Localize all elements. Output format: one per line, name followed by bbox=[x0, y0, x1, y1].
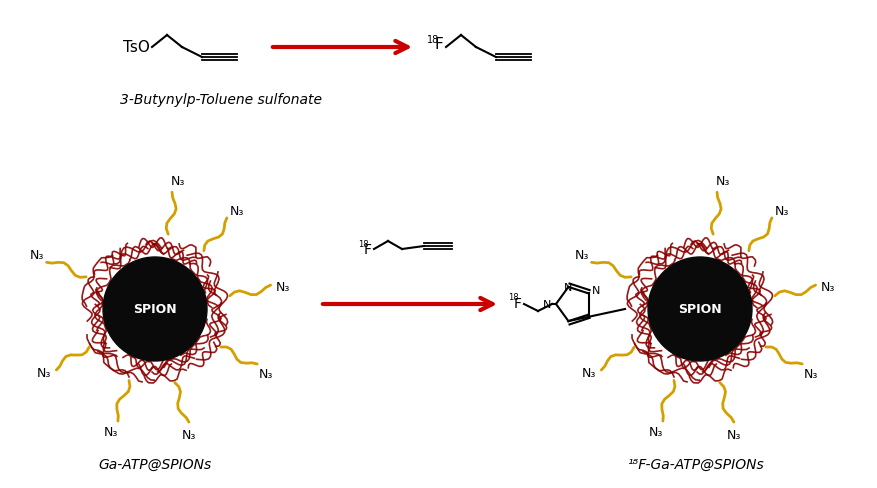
Text: N₃: N₃ bbox=[170, 175, 185, 188]
Text: N₃: N₃ bbox=[103, 425, 118, 438]
Text: 18: 18 bbox=[427, 35, 439, 45]
Text: SPION: SPION bbox=[678, 303, 722, 316]
Text: N: N bbox=[564, 282, 573, 292]
Text: 3-Butynylp-Toluene sulfonate: 3-Butynylp-Toluene sulfonate bbox=[120, 93, 322, 107]
Circle shape bbox=[648, 258, 752, 361]
Text: F: F bbox=[364, 243, 372, 257]
Circle shape bbox=[103, 258, 207, 361]
Text: N₃: N₃ bbox=[726, 428, 741, 441]
Text: N₃: N₃ bbox=[803, 367, 818, 380]
Text: N₃: N₃ bbox=[648, 425, 663, 438]
Text: TsO: TsO bbox=[123, 41, 150, 55]
Text: N₃: N₃ bbox=[259, 367, 273, 380]
Text: 18: 18 bbox=[358, 240, 368, 249]
Text: N₃: N₃ bbox=[182, 428, 196, 441]
Text: 18: 18 bbox=[508, 293, 518, 302]
Text: N₃: N₃ bbox=[276, 280, 290, 293]
Text: F: F bbox=[434, 38, 443, 52]
Text: N₃: N₃ bbox=[582, 367, 596, 380]
Text: ¹⁸F-Ga-ATP@SPIONs: ¹⁸F-Ga-ATP@SPIONs bbox=[627, 457, 763, 471]
Text: F: F bbox=[514, 296, 522, 310]
Text: N₃: N₃ bbox=[775, 205, 789, 218]
Text: N: N bbox=[592, 286, 600, 296]
Text: N₃: N₃ bbox=[37, 367, 52, 380]
Text: N₃: N₃ bbox=[575, 248, 589, 261]
Text: N₃: N₃ bbox=[30, 248, 45, 261]
Text: N₃: N₃ bbox=[821, 280, 835, 293]
Text: SPION: SPION bbox=[133, 303, 177, 316]
Text: N: N bbox=[543, 299, 551, 309]
Text: N₃: N₃ bbox=[230, 205, 245, 218]
Text: Ga-ATP@SPIONs: Ga-ATP@SPIONs bbox=[98, 457, 211, 471]
Text: N₃: N₃ bbox=[716, 175, 730, 188]
